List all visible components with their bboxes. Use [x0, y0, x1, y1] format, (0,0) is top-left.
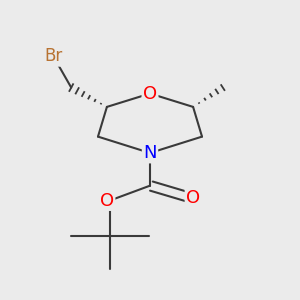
- Text: O: O: [186, 189, 200, 207]
- Text: N: N: [143, 144, 157, 162]
- Text: Br: Br: [44, 47, 62, 65]
- Text: O: O: [100, 191, 114, 209]
- Text: O: O: [143, 85, 157, 103]
